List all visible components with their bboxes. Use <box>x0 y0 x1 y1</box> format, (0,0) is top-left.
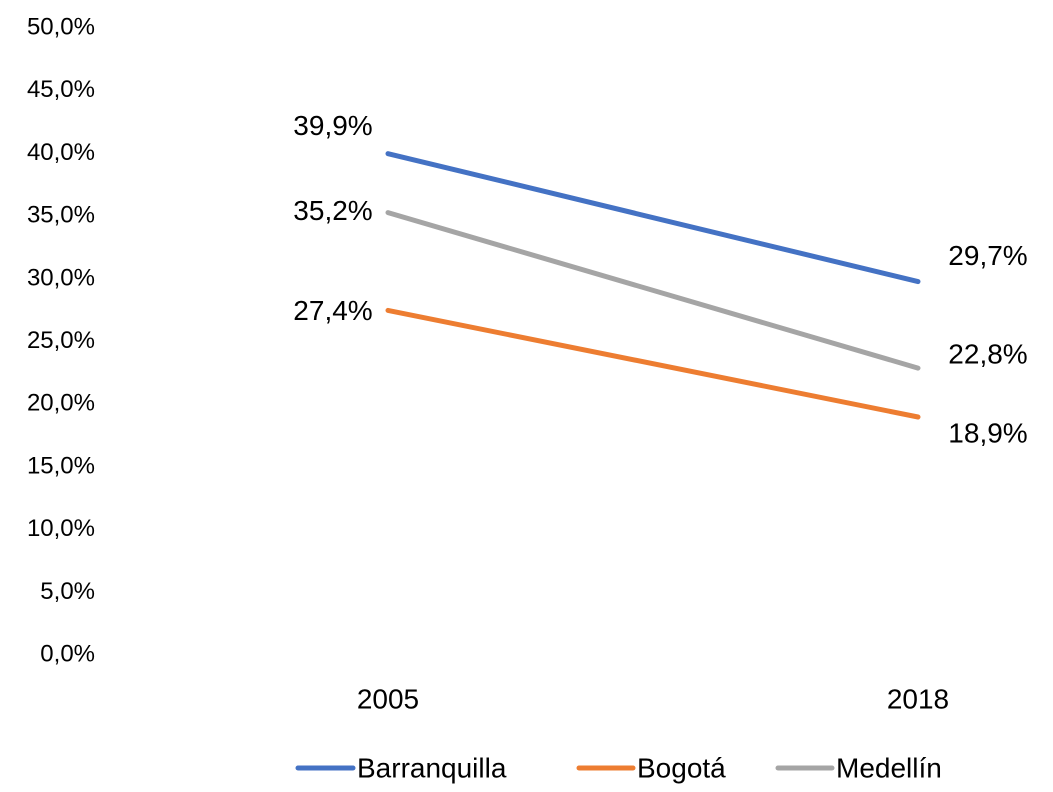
y-tick-label: 40,0% <box>27 139 95 166</box>
series-line-bogota <box>385 307 921 420</box>
series-line-barranquilla <box>385 151 921 285</box>
y-tick-label: 45,0% <box>27 76 95 103</box>
data-label: 39,9% <box>293 110 372 141</box>
y-tick-label: 35,0% <box>27 202 95 229</box>
x-tick-label: 2005 <box>357 684 419 715</box>
legend-label: Bogotá <box>637 753 726 784</box>
data-label: 35,2% <box>293 195 372 226</box>
y-axis: 0,0% 5,0% 10,0% 15,0% 20,0% 25,0% 30,0% 35,0% 40… <box>27 14 95 668</box>
legend-item: Bogotá <box>576 753 726 784</box>
legend-label: Medellín <box>836 753 942 784</box>
y-tick-label: 50,0% <box>27 14 95 41</box>
y-tick-label: 10,0% <box>27 515 95 542</box>
y-tick-label: 5,0% <box>40 578 95 605</box>
data-label: 22,8% <box>948 339 1027 370</box>
y-tick-label: 30,0% <box>27 264 95 291</box>
data-label: 29,7% <box>948 240 1027 271</box>
data-label: 18,9% <box>948 417 1027 448</box>
y-tick-label: 15,0% <box>27 452 95 479</box>
y-tick-label: 20,0% <box>27 390 95 417</box>
x-tick-label: 2018 <box>887 684 949 715</box>
legend-item: Barranquilla <box>295 753 507 784</box>
data-labels: 39,9% 29,7% 27,4% 18,9% 35,2% 22,8% <box>293 110 1027 448</box>
y-tick-label: 25,0% <box>27 327 95 354</box>
legend-item: Medellín <box>775 753 942 784</box>
data-label: 27,4% <box>293 295 372 326</box>
series-line-medellin <box>385 210 921 371</box>
x-axis: 2005 2018 <box>357 684 949 715</box>
series-lines <box>385 151 921 420</box>
legend-label: Barranquilla <box>357 753 507 784</box>
legend: Barranquilla Bogotá Medellín <box>295 753 942 784</box>
y-tick-label: 0,0% <box>40 641 95 668</box>
